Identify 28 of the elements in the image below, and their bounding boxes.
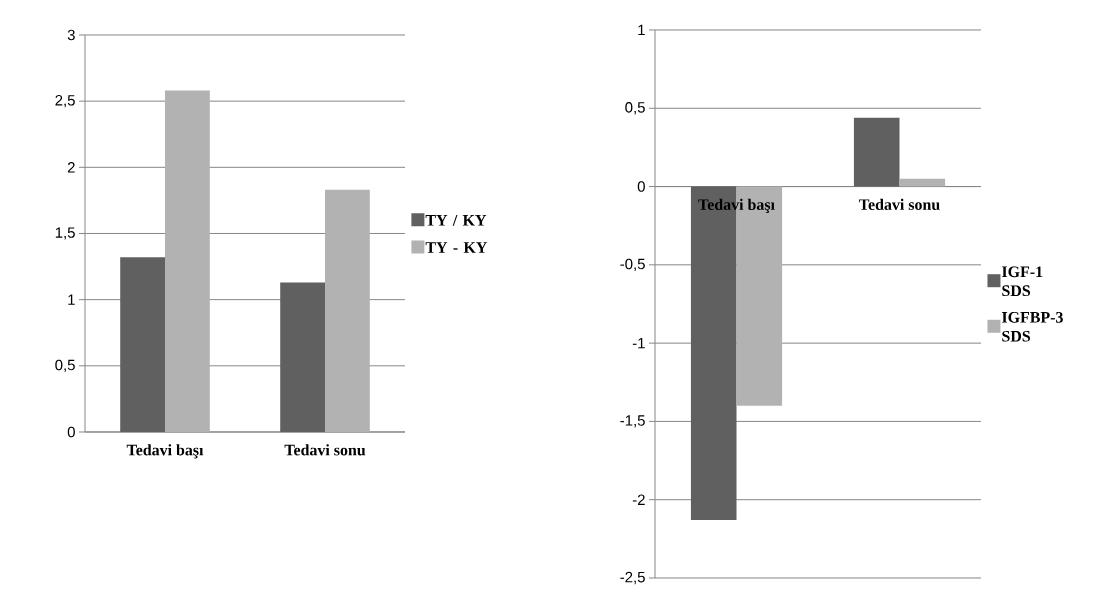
y-tick-label: -2 <box>632 494 645 505</box>
y-tick-label: 1,5 <box>55 227 75 240</box>
x-tick-label: Tedavi sonu <box>284 444 366 456</box>
bar <box>899 178 946 187</box>
bar <box>280 282 326 432</box>
y-tick-label: -2,5 <box>620 571 645 585</box>
x-tick-label: Tedavi başı <box>126 444 204 459</box>
y-tick-label: 2 <box>67 162 75 173</box>
y-tick-label: -1,5 <box>620 415 645 428</box>
bar <box>325 189 370 432</box>
bar <box>165 90 210 432</box>
y-tick-label: 2,5 <box>55 94 75 108</box>
y-tick-label: 0,5 <box>625 102 645 115</box>
legend-label: IGF-1 SDS <box>1001 266 1043 297</box>
y-tick-label: -1 <box>632 337 645 349</box>
legend-label: IGFBP-3 SDS <box>1001 311 1063 342</box>
y-tick-label: 0 <box>637 181 645 192</box>
y-tick-label: 1 <box>638 24 645 36</box>
y-tick-label: 1 <box>68 294 75 305</box>
legend-label: TY / KY <box>425 215 487 226</box>
legend-label: TY - KY <box>425 242 488 253</box>
bar <box>853 117 900 187</box>
x-tick-label: Tedavi sonu <box>859 198 940 210</box>
y-tick-label: 0,5 <box>55 359 75 372</box>
bar <box>120 257 166 432</box>
y-tick-label: -0,5 <box>620 258 645 272</box>
y-tick-label: 0 <box>67 426 75 438</box>
y-tick-label: 3 <box>67 29 75 41</box>
